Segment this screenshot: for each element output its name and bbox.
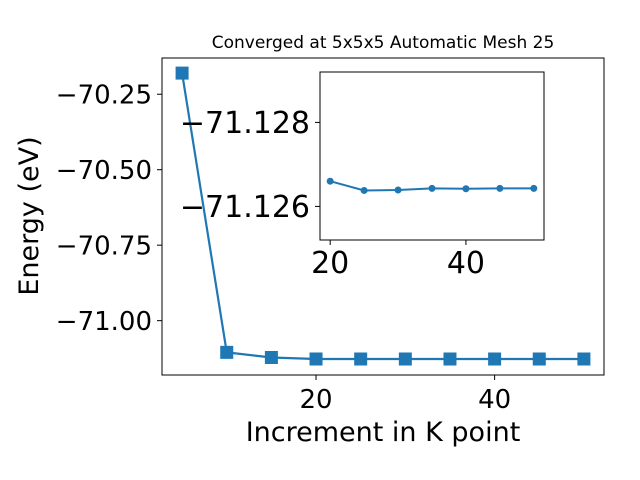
- data-point: [496, 184, 504, 192]
- data-point: [220, 345, 234, 359]
- y-tick-label: −70.75: [56, 232, 152, 262]
- series-line: [181, 72, 584, 361]
- data-point: [577, 352, 591, 366]
- y-tick-label: −70.50: [56, 156, 152, 186]
- x-tick-label: 20: [299, 385, 332, 415]
- data-point: [530, 184, 538, 192]
- data-point: [309, 352, 323, 366]
- data-point: [264, 350, 278, 364]
- inset-axis-ticks: 20 40 −71.128 −71.126: [180, 106, 485, 281]
- inset-plot-frame: [319, 71, 545, 241]
- chart-title: Converged at 5x5x5 Automatic Mesh 25: [212, 33, 555, 53]
- main-axis-ticks: 20 40 −70.25 −70.50 −70.75 −71.00: [56, 81, 511, 415]
- x-tick-label: 20: [311, 246, 349, 281]
- data-point: [532, 352, 546, 366]
- data-point: [462, 185, 470, 193]
- x-tick-label: 40: [447, 246, 485, 281]
- x-axis-label: Increment in K point: [246, 417, 521, 448]
- y-tick-label: −71.126: [180, 190, 310, 225]
- data-point: [394, 186, 402, 194]
- inset-plot-area: 20 40 −71.128 −71.126: [180, 71, 545, 281]
- data-point: [354, 352, 368, 366]
- data-point: [175, 66, 189, 80]
- data-point: [443, 352, 457, 366]
- main-series: [175, 66, 591, 366]
- y-tick-label: −71.00: [56, 307, 152, 337]
- y-axis-label: Energy (eV): [14, 136, 45, 295]
- data-point: [360, 186, 368, 194]
- y-tick-label: −71.128: [180, 106, 310, 141]
- y-tick-label: −70.25: [56, 81, 152, 111]
- data-point: [428, 184, 436, 192]
- data-point: [326, 177, 334, 185]
- x-tick-label: 40: [478, 385, 511, 415]
- data-point: [488, 352, 502, 366]
- data-point: [398, 352, 412, 366]
- inset-series: [326, 177, 538, 194]
